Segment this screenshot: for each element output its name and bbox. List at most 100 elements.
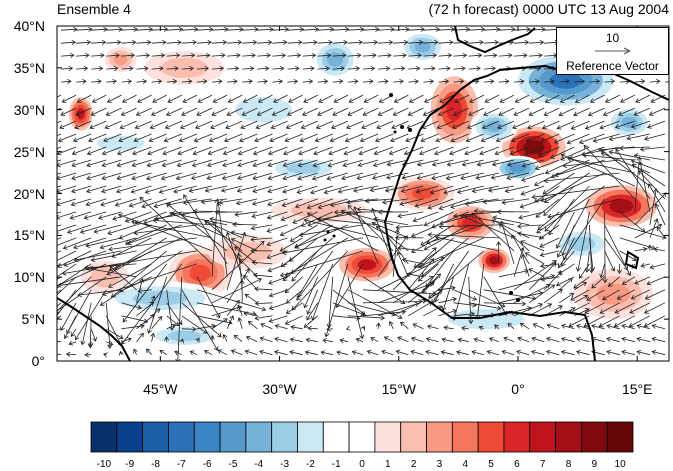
wind-vector (73, 250, 122, 263)
wind-vector (211, 318, 228, 330)
wind-vector (118, 213, 213, 252)
wind-vector (647, 244, 653, 251)
wind-vector (302, 65, 315, 72)
wind-vector (640, 263, 651, 268)
wind-vector (540, 133, 560, 143)
wind-vector (305, 337, 318, 343)
anomaly-contour (523, 140, 545, 155)
wind-vector (355, 337, 364, 343)
lon-label: 15°E (621, 381, 653, 397)
wind-vector (405, 133, 424, 143)
colorbar-swatch (219, 421, 247, 453)
wind-vector (544, 159, 575, 175)
wind-vector (166, 323, 177, 330)
wind-vector (559, 278, 573, 291)
wind-vector (388, 146, 409, 156)
wind-vector (415, 185, 439, 194)
wind-vector (57, 94, 62, 98)
wind-vector (438, 26, 456, 32)
wind-vector (195, 337, 200, 343)
wind-vector (330, 120, 349, 130)
wind-vector (332, 302, 366, 317)
wind-vector (553, 133, 575, 144)
wind-vector (413, 250, 439, 268)
wind-vector (181, 315, 208, 334)
wind-vector (559, 292, 575, 304)
wind-vector (304, 350, 318, 356)
wind-vector (347, 39, 364, 45)
wind-vector (324, 263, 349, 338)
wind-vector (121, 52, 135, 58)
lat-label: 10°N (13, 269, 45, 286)
wind-vector (237, 159, 258, 168)
wind-vector (494, 324, 500, 330)
wind-vector (407, 107, 424, 116)
wind-vector (457, 337, 469, 343)
wind-vector (546, 336, 560, 343)
wind-vector (378, 52, 392, 58)
wind-vector (574, 294, 589, 304)
wind-vector (98, 211, 122, 220)
wind-vector (71, 185, 92, 194)
wind-vector (636, 349, 650, 356)
wind-vector (445, 172, 469, 181)
wind-vector (268, 302, 288, 311)
wind-vector (384, 185, 409, 193)
wind-vector (190, 172, 213, 181)
wind-vector (57, 237, 62, 240)
wind-vector (360, 325, 365, 331)
wind-vector (73, 133, 92, 143)
wind-vector (634, 246, 648, 252)
anomaly-contour (414, 41, 431, 53)
wind-vector (232, 221, 258, 227)
wind-vector (401, 172, 424, 180)
anomaly-contour (189, 264, 211, 282)
wind-vector (239, 133, 258, 143)
wind-vector (146, 172, 167, 181)
wind-vector (287, 52, 302, 58)
wind-vector (626, 133, 650, 141)
wind-vector (475, 172, 499, 180)
wind-vector (252, 185, 273, 194)
wind-vector (544, 78, 555, 85)
wind-vector (57, 315, 62, 320)
wind-vector (57, 276, 122, 288)
wind-vector (483, 301, 527, 307)
wind-vector (268, 315, 288, 323)
wind-vector (181, 78, 193, 85)
wind-vector (124, 224, 167, 245)
wind-vector (604, 78, 616, 85)
wind-vector (274, 336, 288, 343)
island (332, 234, 336, 238)
wind-vector (429, 185, 454, 195)
wind-vector (575, 349, 590, 356)
wind-vector (226, 299, 240, 317)
wind-vector (604, 250, 616, 272)
wind-vector (57, 198, 62, 201)
wind-vector (57, 211, 77, 220)
wind-vector (254, 300, 273, 306)
wind-vector (268, 289, 288, 298)
wind-vector (599, 302, 620, 314)
wind-vector (279, 224, 303, 237)
wind-vector (146, 159, 167, 168)
wind-vector (298, 224, 364, 238)
wind-vector (233, 334, 243, 343)
wind-vector (358, 146, 379, 156)
colorbar-swatch (297, 421, 324, 453)
wind-vector (220, 185, 243, 193)
wind-vector (545, 349, 560, 356)
wind-vector (643, 315, 666, 328)
anomaly-contour (76, 108, 85, 120)
colorbar-label: -3 (280, 459, 290, 470)
wind-vector (528, 107, 545, 117)
colorbar-label: 1 (385, 459, 391, 470)
wind-vector (464, 146, 484, 156)
wind-vector (226, 268, 250, 304)
wind-vector (479, 146, 500, 156)
wind-vector (121, 302, 142, 310)
wind-vector (634, 223, 663, 239)
wind-vector (347, 107, 364, 116)
wind-vector (169, 211, 228, 239)
wind-vector (237, 317, 243, 329)
